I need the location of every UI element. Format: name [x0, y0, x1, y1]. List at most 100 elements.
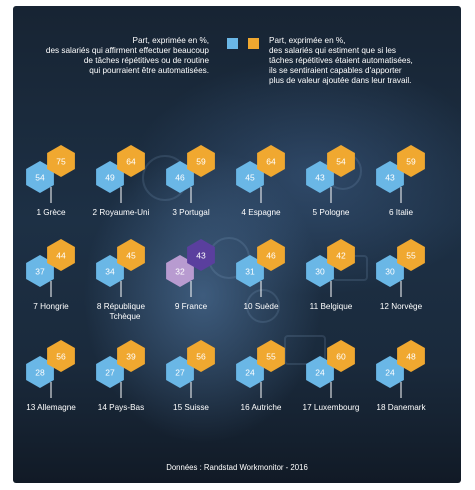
country-hexagon-grid: 54 75 1 Grèce 49 64 2 Royaume-Uni 46 59 3 Portug…	[26, 145, 426, 412]
country-label: 17 Luxembourg	[303, 403, 360, 412]
value-value: 59	[406, 157, 416, 167]
value-hexagon	[117, 239, 145, 271]
legend-orange-swatch	[248, 38, 259, 49]
country-label: 6 Italie	[389, 208, 414, 217]
country-group: 43 59 6 Italie	[376, 145, 425, 217]
repetitive-hexagon	[236, 356, 264, 388]
value-value: 56	[56, 352, 66, 362]
value-value: 44	[56, 251, 66, 261]
country-group: 45 64 4 Espagne	[236, 145, 285, 217]
country-label-line2: Tchèque	[110, 312, 141, 321]
country-label: 3 Portugal	[172, 208, 210, 217]
country-label: 9 France	[175, 302, 208, 311]
country-group: 49 64 2 Royaume-Uni	[93, 145, 150, 217]
repetitive-hexagon	[96, 356, 124, 388]
legend-line: qui pourraient être automatisées.	[89, 66, 209, 75]
repetitive-hexagon	[236, 255, 264, 287]
repetitive-hexagon	[376, 161, 404, 193]
repetitive-value: 30	[385, 267, 395, 277]
value-hexagon	[257, 145, 285, 177]
repetitive-value: 24	[245, 368, 255, 378]
country-group: 46 59 3 Portugal	[166, 145, 215, 217]
repetitive-hexagon	[96, 255, 124, 287]
repetitive-value: 30	[315, 267, 325, 277]
repetitive-hexagon	[376, 255, 404, 287]
repetitive-hexagon	[26, 356, 54, 388]
country-label: 1 Grèce	[36, 208, 66, 217]
repetitive-value: 27	[105, 368, 115, 378]
country-label: 4 Espagne	[241, 208, 281, 217]
repetitive-hexagon	[166, 255, 194, 287]
value-value: 48	[406, 352, 416, 362]
value-hexagon	[397, 239, 425, 271]
country-label: 5 Pologne	[313, 208, 350, 217]
value-value: 43	[196, 251, 206, 261]
country-group: 24 55 16 Autriche	[236, 340, 285, 412]
repetitive-value: 46	[175, 173, 185, 183]
value-value: 55	[266, 352, 276, 362]
country-group: 30 42 11 Belgique	[306, 239, 355, 311]
value-hexagon	[47, 145, 75, 177]
repetitive-value: 54	[35, 173, 45, 183]
country-label: 16 Autriche	[241, 403, 282, 412]
value-hexagon	[47, 340, 75, 372]
value-hexagon	[117, 340, 145, 372]
value-hexagon	[47, 239, 75, 271]
infographic-panel: Part, exprimée en %, des salariés qui af…	[13, 6, 461, 483]
value-value: 59	[196, 157, 206, 167]
value-hexagon	[117, 145, 145, 177]
legend-line: ils se sentiraient capables d'apporter	[269, 66, 402, 75]
value-value: 39	[126, 352, 136, 362]
value-value: 56	[196, 352, 206, 362]
value-hexagon	[397, 145, 425, 177]
value-value: 75	[56, 157, 66, 167]
repetitive-value: 34	[105, 267, 115, 277]
country-group: 43 54 5 Pologne	[306, 145, 355, 217]
source-note: Données : Randstad Workmonitor - 2016	[166, 463, 308, 472]
value-value: 54	[336, 157, 346, 167]
repetitive-value: 28	[35, 368, 45, 378]
repetitive-value: 24	[385, 368, 395, 378]
legend-line: tâches répétitives étaient automatisées,	[269, 56, 413, 65]
country-group: 27 56 15 Suisse	[166, 340, 215, 412]
legend-value-text: Part, exprimée en %, des salariés qui es…	[269, 36, 459, 86]
country-group: 54 75 1 Grèce	[26, 145, 75, 217]
legend-blue-swatch	[227, 38, 238, 49]
country-label: 12 Norvège	[380, 302, 423, 311]
repetitive-hexagon	[376, 356, 404, 388]
country-label: 10 Suède	[243, 302, 279, 311]
country-group: 24 48 18 Danemark	[376, 340, 426, 412]
repetitive-hexagon	[306, 356, 334, 388]
value-value: 64	[266, 157, 276, 167]
country-label: 13 Allemagne	[26, 403, 76, 412]
legend-line: plus de valeur ajoutée dans leur travail…	[269, 76, 412, 85]
repetitive-value: 43	[385, 173, 395, 183]
value-value: 45	[126, 251, 136, 261]
legend-line: Part, exprimée en %,	[269, 36, 346, 45]
value-hexagon	[187, 145, 215, 177]
repetitive-hexagon	[26, 255, 54, 287]
repetitive-value: 43	[315, 173, 325, 183]
value-hexagon	[257, 239, 285, 271]
repetitive-hexagon	[306, 161, 334, 193]
repetitive-hexagon	[236, 161, 264, 193]
repetitive-value: 45	[245, 173, 255, 183]
legend-line: des salariés qui affirment effectuer bea…	[45, 46, 209, 55]
country-group: 32 43 9 France	[166, 239, 215, 311]
legend-line: des salariés qui estiment que si les	[269, 46, 396, 55]
repetitive-hexagon	[96, 161, 124, 193]
repetitive-value: 27	[175, 368, 185, 378]
value-hexagon	[327, 239, 355, 271]
country-group: 24 60 17 Luxembourg	[303, 340, 360, 412]
legend-line: de tâches répétitives ou de routine	[83, 56, 209, 65]
value-hexagon	[187, 340, 215, 372]
value-hexagon	[397, 340, 425, 372]
repetitive-value: 49	[105, 173, 115, 183]
country-group: 31 46 10 Suède	[236, 239, 285, 311]
country-label: 11 Belgique	[310, 302, 353, 311]
value-hexagon	[187, 239, 215, 271]
repetitive-value: 31	[245, 267, 255, 277]
repetitive-hexagon	[26, 161, 54, 193]
repetitive-value: 32	[175, 267, 185, 277]
